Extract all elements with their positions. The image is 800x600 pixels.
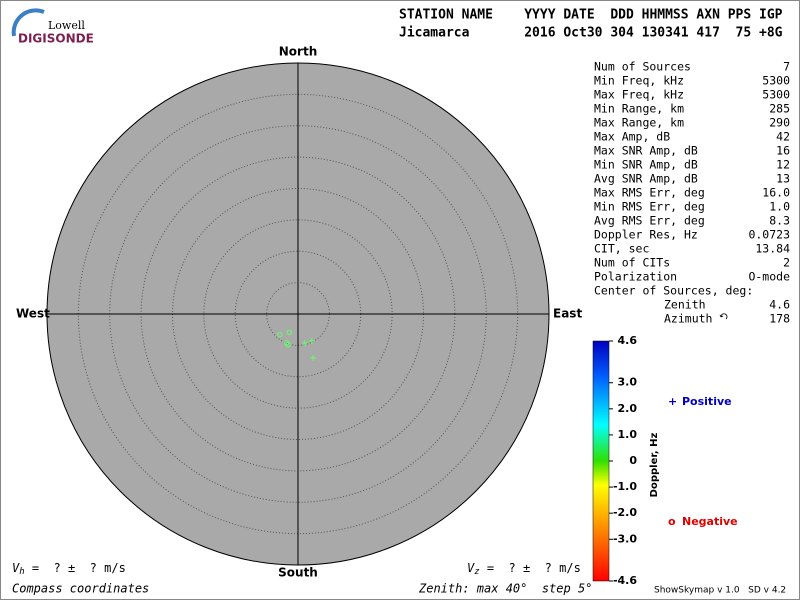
center-value: 178 xyxy=(769,312,790,326)
stat-value: 42 xyxy=(776,130,790,144)
colorbar-tick-label: 2.0 xyxy=(618,402,638,415)
stat-label: Avg RMS Err, deg xyxy=(594,214,705,228)
stat-label: CIT, sec xyxy=(594,242,649,256)
colorbar-tick-label: 4.6 xyxy=(618,334,638,347)
center-value: 4.6 xyxy=(769,298,790,312)
stat-value: 0.0723 xyxy=(748,228,790,242)
stat-label: Min RMS Err, deg xyxy=(594,200,705,214)
center-label: Zenith xyxy=(664,298,706,312)
west-label: West xyxy=(16,307,50,321)
source-point xyxy=(301,339,308,346)
source-point xyxy=(308,337,315,344)
colorbar-tick-label: 0 xyxy=(629,454,637,467)
vh-text: = ? ± ? m/s xyxy=(25,561,126,575)
stat-value: 16.0 xyxy=(762,186,790,200)
stat-label: Min SNR Amp, dB xyxy=(594,158,698,172)
header-labels: STATION NAME YYYY DATE DDD HHMMSS AXN PP… xyxy=(399,8,783,23)
colorbar-tick-label: 3.0 xyxy=(618,376,638,389)
stat-label: Max Range, km xyxy=(594,116,684,130)
legend-marker: o xyxy=(668,515,676,528)
source-point xyxy=(310,354,317,361)
colorbar-tick-label: -1.0 xyxy=(613,480,637,493)
logo-swoosh xyxy=(11,8,45,37)
stat-value: O-mode xyxy=(748,270,790,284)
vz-sub: z xyxy=(474,567,479,577)
vz-text: = ? ± ? m/s xyxy=(480,561,581,575)
stat-value: 285 xyxy=(769,102,790,116)
legend-marker: + xyxy=(668,395,677,408)
stat-label: Max RMS Err, deg xyxy=(594,186,705,200)
stat-label: Avg SNR Amp, dB xyxy=(594,172,698,186)
stat-value: 290 xyxy=(769,116,790,130)
legend-label: Positive xyxy=(682,395,732,408)
vh-label: Vh = ? ± ? m/s xyxy=(12,561,126,577)
version: ShowSkymap v 1.0 SD v 4.2 xyxy=(654,586,786,596)
stat-value: 13.84 xyxy=(755,242,790,256)
north-label: North xyxy=(279,45,317,59)
vz-symbol: V xyxy=(467,561,475,575)
stat-label: Max SNR Amp, dB xyxy=(594,144,698,158)
vz-label: Vz = ? ± ? m/s xyxy=(467,561,581,577)
stat-value: 13 xyxy=(776,172,790,186)
stat-value: 2 xyxy=(783,256,790,270)
vh-sub: h xyxy=(19,567,24,577)
header-values: Jicamarca 2016 Oct30 304 130341 417 75 +… xyxy=(399,26,783,41)
logo-line1: Lowell xyxy=(48,19,85,32)
stat-label: Polarization xyxy=(594,270,677,284)
azimuth-icon xyxy=(719,313,728,320)
stat-label: Min Range, km xyxy=(594,102,684,116)
logo-line2: DIGISONDE xyxy=(18,32,94,46)
stat-label: Doppler Res, Hz xyxy=(594,228,698,242)
stat-value: 7 xyxy=(783,60,790,74)
stat-value: 12 xyxy=(776,158,790,172)
stat-label: Max Freq, kHz xyxy=(594,88,684,102)
stat-label: Min Freq, kHz xyxy=(594,74,684,88)
zenith-note: Zenith: max 40° step 5° xyxy=(418,582,592,596)
stat-value: 16 xyxy=(776,144,790,158)
source-point xyxy=(285,342,291,348)
colorbar-tick-label: -4.6 xyxy=(613,574,637,587)
colorbar xyxy=(592,340,610,582)
coords-note: Compass coordinates xyxy=(12,582,149,596)
colorbar-label: Doppler, Hz xyxy=(649,433,660,498)
colorbar-tick-label: -2.0 xyxy=(613,506,637,519)
source-point xyxy=(277,332,283,338)
stat-label: Num of Sources xyxy=(594,60,691,74)
colorbar-tick-label: 1.0 xyxy=(618,428,638,441)
stat-value: 8.3 xyxy=(769,214,790,228)
legend-label: Negative xyxy=(682,515,738,528)
stat-label: Num of CITs xyxy=(594,256,670,270)
stat-value: 1.0 xyxy=(769,200,790,214)
stat-value: 5300 xyxy=(762,88,790,102)
stat-value: 5300 xyxy=(762,74,790,88)
colorbar-tick-label: -3.0 xyxy=(613,532,637,545)
stat-label: Max Amp, dB xyxy=(594,130,670,144)
center-title: Center of Sources, deg: xyxy=(594,284,753,298)
east-label: East xyxy=(553,307,582,321)
vh-symbol: V xyxy=(12,561,20,575)
south-label: South xyxy=(278,566,318,580)
source-point xyxy=(286,329,292,335)
center-label: Azimuth xyxy=(664,312,712,326)
